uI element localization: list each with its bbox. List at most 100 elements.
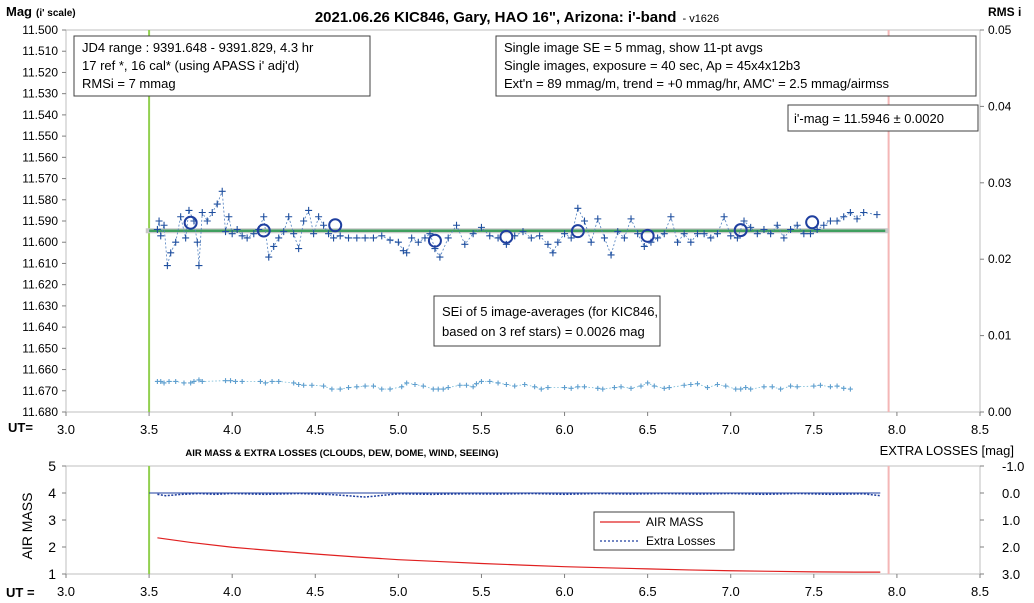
rms-point (473, 381, 479, 387)
x-tick-label: 7.0 (722, 422, 740, 437)
sei-line-1: SEi of 5 image-averages (for KIC846, (442, 304, 658, 319)
chart-version: - v1626 (682, 13, 719, 25)
rms-point (239, 378, 245, 384)
single-image-point (300, 217, 308, 225)
single-image-point (378, 232, 386, 240)
single-image-point (667, 213, 675, 221)
single-image-point (574, 204, 582, 212)
rms-point (794, 384, 800, 390)
single-image-point (800, 230, 808, 238)
extra-losses-line (157, 492, 881, 498)
rms-point (158, 378, 164, 384)
single-image-point (225, 213, 233, 221)
info-right-line-2: Single images, exposure = 40 sec, Ap = 4… (504, 58, 800, 73)
rms-point (269, 378, 275, 384)
rms-point (581, 384, 587, 390)
single-image-point (860, 209, 868, 217)
single-image-point (222, 228, 230, 236)
single-image-point (793, 221, 801, 229)
rms-point (562, 385, 568, 391)
single-image-point (527, 234, 535, 242)
single-image-point (195, 262, 203, 270)
rms-point (191, 378, 197, 384)
single-image-point (330, 234, 338, 242)
lower-x-tick-label: 8.0 (888, 584, 906, 599)
rms-point (420, 383, 426, 389)
single-image-point (567, 234, 575, 242)
rms-point (618, 384, 624, 390)
rms-point (778, 386, 784, 392)
single-image-point (536, 232, 544, 240)
single-image-point (519, 228, 527, 236)
single-image-point (295, 245, 303, 253)
lower-x-tick-label: 3.0 (57, 584, 75, 599)
lower-y2-label: EXTRA LOSSES [mag] (880, 443, 1014, 458)
single-image-point (640, 242, 648, 250)
lower-y-label: AIR MASS (19, 493, 35, 560)
y-tick-label: 11.580 (22, 193, 58, 207)
rms-point (276, 378, 282, 384)
lower-x-tick-label: 4.5 (306, 584, 324, 599)
rms-point (661, 385, 667, 391)
rms-point (748, 386, 754, 392)
single-image-point (345, 234, 353, 242)
rms-point (257, 378, 263, 384)
rms-point (223, 378, 229, 384)
rms-point (412, 381, 418, 387)
rms-point (694, 381, 700, 387)
single-image-point (444, 234, 452, 242)
single-image-point (238, 232, 246, 240)
rms-point (362, 383, 368, 389)
x-tick-label: 5.5 (472, 422, 490, 437)
single-image-point (747, 223, 755, 231)
single-image-point (627, 215, 635, 223)
rms-point (199, 378, 205, 384)
y-tick-label: 11.630 (22, 299, 58, 313)
y2-tick-label: 0.02 (988, 252, 1012, 266)
single-image-point (780, 234, 788, 242)
single-image-point (680, 230, 688, 238)
rms-point (704, 385, 710, 391)
y-tick-label: 11.560 (22, 150, 58, 164)
y2-axis-label: RMS i (988, 5, 1021, 19)
y2-tick-label: 0.05 (988, 23, 1012, 37)
rms-point (470, 384, 476, 390)
single-image-point (157, 232, 165, 240)
y-axis-label: Mag (i' scale) (6, 4, 76, 19)
rms-point (651, 383, 657, 389)
rms-point (532, 384, 538, 390)
sei-line-2: based on 3 ref stars) = 0.0026 mag (442, 324, 645, 339)
rms-point (522, 381, 528, 387)
y-tick-label: 11.510 (22, 44, 58, 58)
average-point (256, 223, 271, 238)
single-image-point (634, 230, 642, 238)
single-image-point (182, 234, 190, 242)
single-image-point (160, 221, 168, 229)
x-tick-label: 4.5 (306, 422, 324, 437)
single-image-point (720, 213, 728, 221)
rms-point (404, 380, 410, 386)
y-tick-label: 11.610 (22, 256, 58, 270)
single-image-point (394, 238, 402, 246)
x-tick-label: 8.5 (971, 422, 989, 437)
y-tick-label: 11.520 (22, 65, 58, 79)
rms-point (440, 386, 446, 392)
rms-point (681, 382, 687, 388)
lower-chart-title: AIR MASS & EXTRA LOSSES (CLOUDS, DEW, DO… (185, 448, 498, 459)
rms-point (457, 382, 463, 388)
y-tick-label: 11.660 (22, 363, 58, 377)
y-tick-label: 11.640 (22, 320, 58, 334)
rms-point (321, 383, 327, 389)
rms-point (512, 383, 518, 389)
single-image-point (461, 240, 469, 248)
rms-point (503, 381, 509, 387)
rms-point (688, 381, 694, 387)
single-image-point (469, 230, 477, 238)
single-image-point (213, 200, 221, 208)
rms-point (399, 384, 405, 390)
rms-point (181, 380, 187, 386)
lower-x-tick-label: 8.5 (971, 584, 989, 599)
y-tick-label: 11.500 (22, 23, 58, 37)
single-image-point (853, 215, 861, 223)
